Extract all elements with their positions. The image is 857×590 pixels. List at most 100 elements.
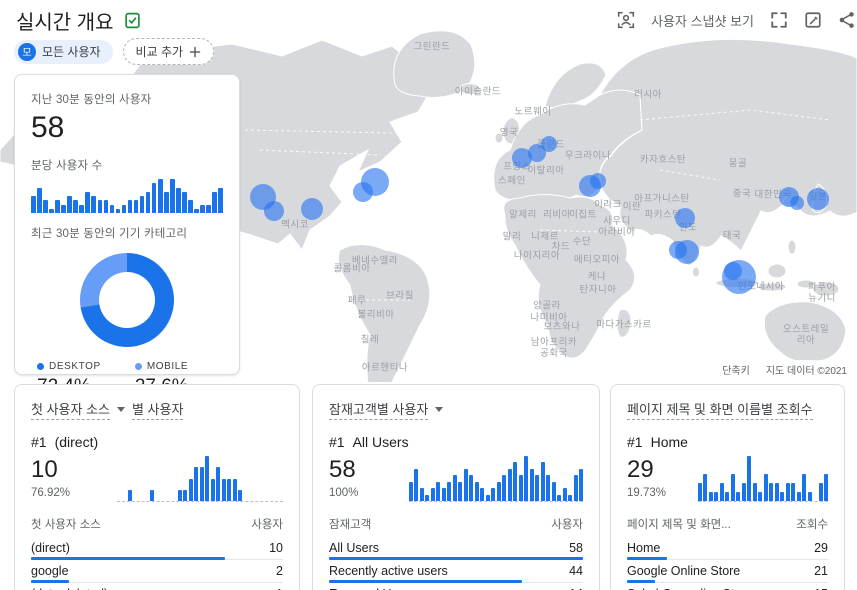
- chart-bar: [212, 191, 217, 213]
- chart-bar: [218, 187, 223, 213]
- row-progress-bar: [31, 580, 69, 583]
- chart-bar: [425, 494, 429, 501]
- chart-bar: [824, 474, 828, 501]
- chart-bar: [194, 467, 198, 501]
- chart-bar: [785, 483, 790, 501]
- fullscreen-icon[interactable]: [770, 11, 788, 29]
- chevron-down-icon[interactable]: [435, 407, 444, 412]
- active-users-bubble[interactable]: [541, 136, 557, 152]
- active-users-bubble[interactable]: [301, 198, 323, 220]
- card0-col-metric: 사용자: [251, 519, 283, 531]
- table-row: Engaged Users14: [329, 583, 583, 590]
- insights-edit-icon[interactable]: [804, 11, 822, 29]
- audience-chip[interactable]: 모 모든 사용자: [14, 39, 113, 64]
- row-label: Google Online Store: [627, 564, 741, 578]
- card0-pct: 76.92%: [31, 487, 71, 499]
- row-value: 14: [569, 587, 583, 590]
- chart-bar: [91, 196, 97, 213]
- row-value: 2: [276, 564, 283, 578]
- audience-chip-label: 모든 사용자: [42, 45, 101, 59]
- share-icon[interactable]: [838, 11, 856, 29]
- chart-bar: [452, 475, 457, 501]
- table-row: Recently active users 44: [329, 560, 583, 583]
- chevron-down-icon[interactable]: [116, 407, 125, 412]
- chart-bar: [485, 494, 490, 501]
- table-row: (data deleted)1: [31, 583, 283, 590]
- chart-bar: [535, 475, 539, 501]
- card1-pct: 100%: [329, 487, 359, 499]
- chart-bar: [551, 481, 556, 501]
- add-comparison-chip[interactable]: 비교 추가: [122, 38, 215, 65]
- chart-bar: [139, 196, 145, 213]
- table-row: Google Online Store 21: [627, 560, 828, 583]
- chart-bar: [145, 191, 151, 213]
- chart-bar: [109, 204, 115, 213]
- card0-dimension-selector[interactable]: 첫 사용자 소스: [31, 399, 110, 420]
- active-users-bubble[interactable]: [807, 188, 829, 210]
- mobile-label: MOBILE: [146, 361, 189, 372]
- card2-rank: #1: [627, 434, 643, 450]
- chart-bar: [103, 200, 109, 213]
- row-progress-bar: [329, 557, 583, 560]
- users-by-audience-card: 잠재고객별 사용자 #1 All Users 58 100% 잠재고객 사용자 A…: [312, 384, 600, 590]
- chart-bar: [791, 483, 795, 501]
- card0-value: 10: [31, 456, 58, 483]
- chart-bar: [115, 208, 121, 213]
- row-label: google: [31, 564, 69, 578]
- user-snapshot-label[interactable]: 사용자 스냅샷 보기: [651, 13, 754, 29]
- chart-bar: [232, 478, 237, 501]
- chart-bar: [55, 200, 60, 213]
- active-users-bubble[interactable]: [669, 241, 687, 259]
- card1-dimension-selector[interactable]: 잠재고객별 사용자: [329, 399, 429, 420]
- row-progress-bar: [627, 557, 668, 560]
- chart-bar: [518, 475, 523, 501]
- header-actions: 사용자 스냅샷 보기: [617, 11, 854, 30]
- chart-bar: [221, 478, 226, 501]
- chart-bar: [540, 462, 545, 501]
- chart-bar: [31, 196, 36, 213]
- active-users-bubble[interactable]: [264, 201, 284, 221]
- chart-bar: [408, 481, 413, 501]
- active-users-bubble[interactable]: [790, 196, 804, 210]
- card1-sparkline[interactable]: [408, 456, 583, 502]
- card1-col-metric: 사용자: [551, 519, 583, 531]
- segment-chips: 모 모든 사용자 비교 추가: [14, 38, 215, 65]
- chart-bar: [524, 456, 528, 501]
- table-row: All Users 58: [329, 537, 583, 560]
- active-users-bubble[interactable]: [590, 173, 606, 189]
- chart-bar: [747, 456, 751, 501]
- active-users-bubble[interactable]: [724, 262, 742, 280]
- users-per-minute-chart[interactable]: [31, 179, 223, 213]
- card2-pct: 19.73%: [627, 487, 667, 499]
- report-check-icon[interactable]: [124, 12, 141, 29]
- chart-bar: [802, 474, 806, 501]
- chart-bar: [127, 200, 133, 213]
- chart-bar: [496, 481, 501, 501]
- chart-bar: [568, 494, 572, 501]
- active-users-bubble[interactable]: [512, 148, 532, 168]
- card0-sparkline[interactable]: [117, 456, 283, 502]
- card2-sparkline[interactable]: [697, 456, 828, 502]
- chart-bar: [97, 200, 103, 213]
- active-users-bubble[interactable]: [353, 182, 373, 202]
- user-snapshot-icon[interactable]: [617, 11, 635, 29]
- chart-bar: [128, 489, 132, 501]
- chart-bar: [188, 200, 193, 213]
- chart-bar: [419, 488, 424, 501]
- device-category-donut[interactable]: [80, 253, 174, 347]
- card0-col-dimension: 첫 사용자 소스: [31, 519, 101, 531]
- active-users-bubble[interactable]: [675, 208, 695, 228]
- row-progress-bar: [627, 580, 656, 583]
- card0-metric-selector[interactable]: 별 사용자: [131, 399, 184, 420]
- desktop-dot-icon: [37, 363, 44, 370]
- chart-bar: [714, 492, 718, 501]
- map-shortcuts-link[interactable]: 단축키: [722, 366, 750, 377]
- chart-bar: [758, 492, 762, 501]
- row-progress-bar: [31, 557, 226, 560]
- card2-dimension-selector[interactable]: 페이지 제목 및 화면 이름별 조회수: [627, 399, 813, 420]
- chart-bar: [157, 179, 163, 213]
- chart-bar: [194, 208, 199, 213]
- chart-bar: [151, 183, 157, 213]
- page-header: 실시간 개요 사용자 스냅샷 보기: [0, 0, 857, 34]
